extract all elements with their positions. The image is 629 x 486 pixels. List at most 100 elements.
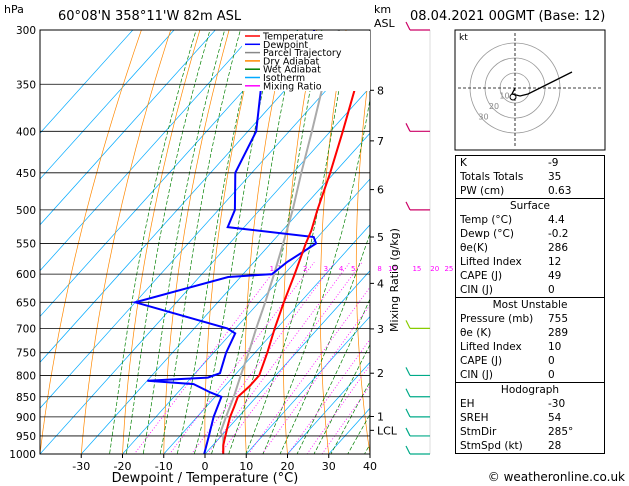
pressure-tick-label: 300: [16, 25, 36, 37]
pressure-tick-label: 350: [16, 79, 36, 91]
wet-adiabat-line: [125, 30, 211, 454]
index-label: θe (K): [460, 327, 492, 339]
index-value: -30: [548, 398, 566, 410]
mixing-ratio-line: [219, 261, 363, 454]
wind-barb-feather: [405, 367, 411, 376]
index-value: -0.2: [548, 228, 569, 240]
index-value: 4.4: [548, 214, 565, 226]
legend-label: Wet Adiabat: [263, 65, 321, 76]
mixing-ratio-label: 25: [444, 265, 453, 273]
hodograph-index-row: SREH 54: [456, 411, 604, 425]
isotherm-line: [40, 30, 258, 272]
mixing-ratio-label: 10: [388, 265, 397, 273]
legend-label: Mixing Ratio: [263, 81, 322, 92]
index-label: Totals Totals: [460, 171, 524, 183]
index-label: CIN (J): [460, 369, 493, 381]
index-value: 12: [548, 256, 562, 268]
wet-adiabat-line: [330, 380, 370, 454]
surface-index-row: θe(K) 286: [456, 241, 604, 255]
index-value: 54: [548, 412, 562, 424]
km-tick-label: 1: [377, 411, 384, 424]
wet-adiabat-line: [347, 413, 370, 454]
index-value: 10: [548, 341, 562, 353]
legend-background: [242, 31, 370, 91]
wind-barb-feather: [405, 320, 411, 329]
index-value: 49: [548, 270, 562, 282]
pressure-tick-label: 400: [16, 126, 36, 138]
dry-adiabat-line: [40, 30, 142, 454]
km-tick-label: LCL: [377, 424, 398, 437]
isotherm-line: [40, 30, 216, 226]
temperature-tick-label: 40: [363, 460, 377, 473]
index-label: StmDir: [460, 426, 497, 438]
temperature-tick-label: -10: [155, 460, 173, 473]
surface-title: Surface: [509, 200, 550, 212]
dry-adiabat-line: [608, 0, 629, 471]
credit-text: © weatheronline.co.uk: [488, 470, 625, 484]
surface-index-row: Dewp (°C) -0.2: [456, 227, 604, 241]
pressure-tick-label: 700: [16, 323, 36, 335]
x-axis-label: Dewpoint / Temperature (°C): [112, 471, 299, 486]
mixing-ratio-line: [169, 261, 315, 454]
wet-adiabat-line: [142, 30, 226, 454]
wind-barb-feather: [405, 408, 411, 418]
temperature-tick-label: -30: [72, 460, 90, 473]
dry-adiabat-line: [80, 30, 172, 454]
sounding-profiles: [131, 30, 370, 454]
mixing-ratio-lines: [133, 261, 370, 454]
legend-label: Temperature: [262, 32, 323, 43]
wind-barb-feather: [405, 201, 411, 211]
km-tick-label: 3: [377, 323, 384, 336]
isotherm-line: [40, 86, 370, 454]
index-label: θe(K): [460, 242, 488, 254]
pressure-tick-label: 750: [16, 348, 36, 360]
wind-barb-feather: [405, 388, 411, 398]
mixing-ratio-line: [306, 364, 370, 454]
isotherm-line: [40, 30, 134, 134]
mixing-ratio-label: 3: [324, 265, 328, 273]
km-unit: km: [374, 3, 391, 16]
mixing-ratio-line: [261, 304, 370, 454]
hpa-unit: hPa: [4, 3, 24, 16]
hodograph-ring-label: 30: [478, 113, 488, 122]
index-label: CIN (J): [460, 284, 493, 296]
temperature-line: [222, 43, 370, 454]
pressure-tick-label: 600: [16, 269, 36, 281]
index-value: 0: [548, 369, 555, 381]
pressure-tick-label: 1000: [9, 449, 36, 461]
hodograph-title: Hodograph: [500, 384, 560, 396]
index-value: 35: [548, 171, 562, 183]
pressure-tick-label: 800: [16, 370, 36, 382]
pressure-tick-label: 950: [16, 431, 36, 443]
pressure-tick-label: 900: [16, 412, 36, 424]
wind-barb-feather: [405, 21, 411, 31]
most-unstable-title: Most Unstable: [492, 299, 568, 311]
isotherm-line: [245, 315, 370, 454]
km-tick-label: 2: [377, 367, 384, 380]
legend-label: Dewpoint: [263, 40, 308, 51]
temperature-tick-label: 10: [239, 460, 253, 473]
wind-barb-feather: [405, 445, 411, 455]
mixing-ratio-line: [321, 384, 370, 454]
mixing-ratio-label: 20: [430, 265, 439, 273]
isotherm-line: [80, 132, 370, 454]
unstable-index-row: Lifted Index 10: [456, 340, 604, 354]
surface-index-row: CIN (J) 0: [456, 283, 604, 297]
wind-barb-feather: [405, 427, 411, 437]
index-label: SREH: [460, 412, 489, 424]
mixing-ratio-labels: 1 2 3 4 5 8 10 15 20 25: [270, 265, 454, 273]
index-label: StmSpd (kt): [460, 440, 523, 452]
mixing-ratio-line: [247, 286, 370, 454]
isobar-lines: [40, 30, 370, 454]
pressure-tick-label: 500: [16, 205, 36, 217]
legend-label: Parcel Trajectory: [263, 48, 342, 59]
unstable-index-row: θe (K) 289: [456, 326, 604, 340]
temperature-tick-label: 0: [202, 460, 209, 473]
wet-adiabat-line: [245, 30, 351, 454]
legend-label: Dry Adiabat: [263, 56, 320, 67]
hodograph-index-row: StmDir 285°: [456, 425, 604, 439]
temperature-tick-label: 30: [322, 460, 336, 473]
mixing-ratio-axis-label: Mixing Ratio (g/kg): [388, 228, 401, 332]
index-value: 0.63: [548, 185, 572, 197]
